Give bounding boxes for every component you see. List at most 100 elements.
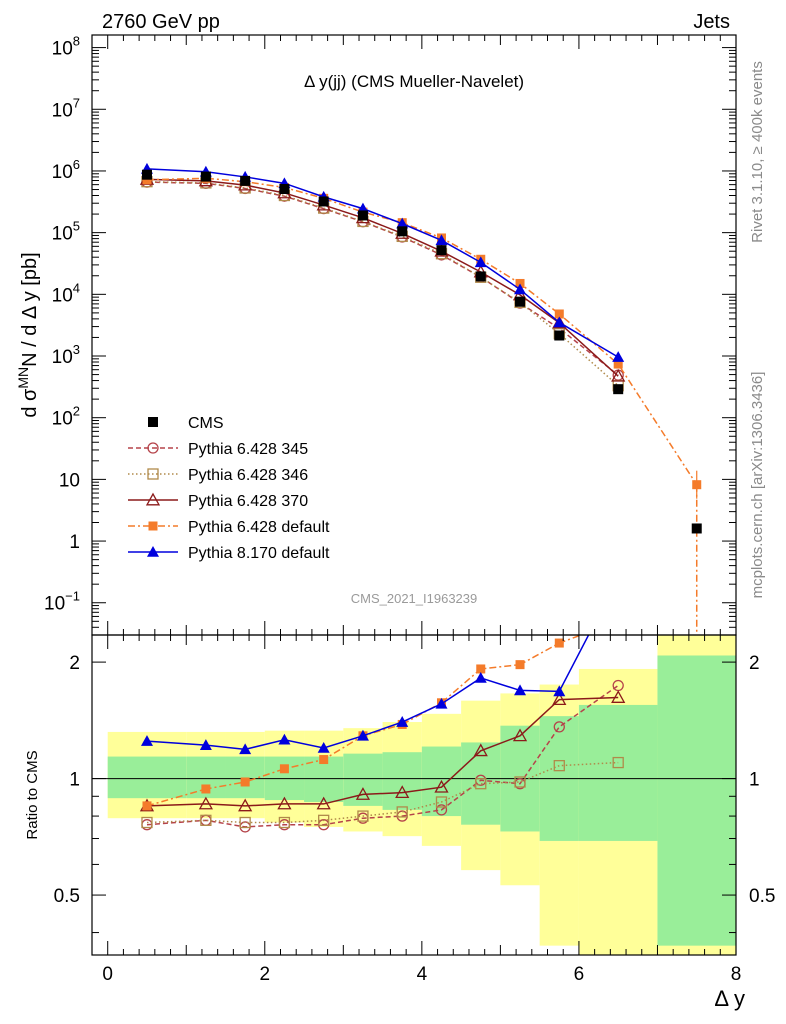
y-tick-label: 10 bbox=[59, 470, 80, 491]
ratio-series-point bbox=[474, 671, 487, 683]
y-axis-label-rest: N / d Δ y [pb] bbox=[19, 252, 41, 367]
ratio-tick-label-left: 0.5 bbox=[54, 886, 80, 907]
legend-marker bbox=[148, 417, 158, 427]
ratio-series-point bbox=[554, 638, 564, 648]
data-point bbox=[200, 171, 211, 182]
ratio-series-point bbox=[435, 804, 448, 816]
series-line bbox=[146, 168, 619, 358]
y-axis-label-sup: MN bbox=[15, 367, 31, 389]
ratio-band-inner bbox=[657, 655, 736, 946]
data-point bbox=[554, 330, 565, 341]
series-point bbox=[474, 256, 487, 268]
ratio-series-point bbox=[476, 664, 486, 674]
data-point bbox=[475, 271, 486, 282]
ratio-series-point bbox=[140, 735, 153, 746]
y-tick-label: 104 bbox=[52, 280, 80, 306]
ratio-series-point bbox=[277, 796, 292, 810]
ratio-series-point bbox=[435, 796, 448, 808]
ratio-series-point bbox=[356, 729, 369, 741]
ratio-series-point bbox=[199, 739, 212, 750]
legend-label: Pythia 8.170 default bbox=[188, 545, 330, 562]
data-point bbox=[318, 196, 329, 207]
ratio-series-point bbox=[141, 816, 153, 829]
chart-title: Δ y(jj) (CMS Mueller-Navelet) bbox=[304, 72, 524, 91]
series-point bbox=[396, 217, 409, 229]
ratio-series-point bbox=[515, 660, 525, 670]
ratio-series-point bbox=[614, 617, 623, 626]
ratio-series-point bbox=[279, 764, 289, 774]
ratio-series-point bbox=[396, 716, 409, 727]
ratio-series-point bbox=[318, 814, 330, 826]
ratio-series-point bbox=[319, 755, 329, 765]
y-tick-label: 10−1 bbox=[44, 589, 80, 615]
series-point bbox=[611, 368, 626, 382]
ratio-series-point bbox=[240, 777, 250, 787]
ratio-series-point bbox=[553, 685, 566, 697]
data-point bbox=[279, 183, 290, 194]
ratio-series-line bbox=[146, 761, 619, 824]
x-axis-label: Δ y bbox=[714, 986, 745, 1011]
y-tick-label: 108 bbox=[52, 34, 80, 60]
legend-label: Pythia 6.428 345 bbox=[188, 441, 308, 458]
series-line bbox=[146, 178, 619, 377]
ratio-series-point bbox=[239, 816, 251, 829]
y-tick-label: 106 bbox=[52, 157, 80, 183]
series-line bbox=[146, 177, 698, 486]
series-line bbox=[146, 180, 619, 387]
rivet-version-label: Rivet 3.1.10, ≥ 400k events bbox=[749, 61, 766, 243]
ratio-series-point bbox=[512, 728, 528, 742]
ratio-series-point bbox=[200, 814, 212, 826]
ratio-series-point bbox=[142, 801, 152, 811]
ratio-series-line bbox=[146, 696, 619, 807]
ratio-series-point bbox=[278, 816, 291, 829]
mcplots-label: mcplots.cern.ch [arXiv:1306.3436] bbox=[749, 372, 766, 599]
ratio-series-point bbox=[316, 796, 331, 810]
legend-label: CMS bbox=[188, 415, 224, 432]
ratio-tick-label-right: 0.5 bbox=[749, 886, 775, 907]
ratio-band-inner bbox=[304, 756, 344, 802]
ratio-series-point bbox=[553, 759, 565, 772]
ratio-series-point bbox=[475, 778, 487, 790]
ratio-series-point bbox=[612, 756, 624, 769]
header-process: Jets bbox=[693, 11, 730, 33]
ratio-tick-label-left: 2 bbox=[69, 653, 80, 674]
y-tick-label: 103 bbox=[52, 342, 80, 368]
legend-label: Pythia 6.428 346 bbox=[188, 467, 308, 484]
x-tick-label: 6 bbox=[574, 964, 585, 985]
ratio-band-inner bbox=[107, 756, 187, 799]
series-point bbox=[554, 309, 564, 319]
y-tick-label: 105 bbox=[52, 219, 80, 245]
ratio-series-point bbox=[239, 743, 252, 755]
legend-marker bbox=[148, 521, 158, 531]
series-point bbox=[613, 359, 623, 369]
ratio-series-point bbox=[198, 796, 213, 810]
data-point bbox=[515, 296, 526, 307]
ratio-series-point bbox=[473, 743, 488, 757]
series-point bbox=[435, 234, 448, 246]
y-axis-label-d: d σ bbox=[19, 388, 41, 418]
ratio-series-point bbox=[434, 779, 449, 793]
series-line bbox=[146, 181, 619, 376]
x-tick-label: 2 bbox=[259, 964, 270, 985]
data-point bbox=[397, 226, 408, 237]
header-collision: 2760 GeV pp bbox=[102, 11, 220, 33]
ratio-series-point bbox=[278, 733, 291, 745]
x-tick-label: 4 bbox=[417, 964, 428, 985]
ratio-series-line bbox=[146, 684, 619, 828]
ratio-band-inner bbox=[578, 704, 658, 841]
ratio-series-point bbox=[514, 684, 527, 696]
y-axis-label: d σMNN / d Δ y [pb] bbox=[15, 252, 41, 417]
ratio-frame bbox=[91, 634, 737, 956]
data-point bbox=[357, 210, 368, 221]
ratio-series-line bbox=[146, 635, 584, 807]
ratio-series-point bbox=[201, 784, 211, 794]
x-tick-label: 8 bbox=[731, 964, 742, 985]
legend-marker bbox=[147, 468, 159, 480]
legend-label: Pythia 6.428 default bbox=[188, 519, 330, 536]
data-point bbox=[436, 245, 447, 256]
legend-marker bbox=[147, 442, 159, 454]
ratio-series-point bbox=[435, 697, 448, 709]
legend-marker bbox=[147, 546, 159, 557]
ratio-series-line bbox=[146, 635, 590, 751]
